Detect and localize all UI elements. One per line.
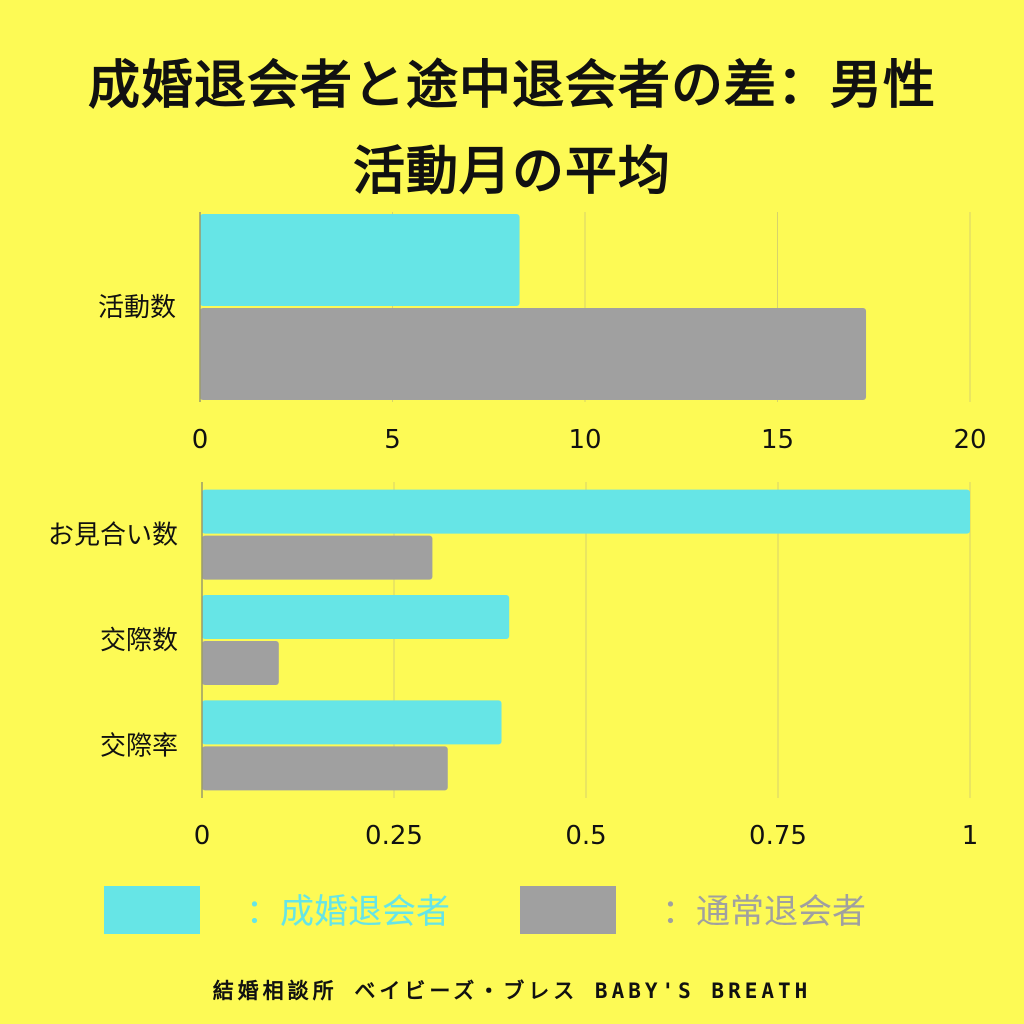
bar-normal	[200, 308, 867, 400]
x-tick-label: 1	[962, 821, 979, 851]
legend-label-normal: ：通常退会者	[662, 892, 866, 932]
chart-subtitle: 活動月の平均	[352, 142, 671, 202]
x-tick-label: 20	[953, 425, 986, 455]
x-tick-label: 0.75	[749, 821, 807, 851]
bar-normal	[202, 746, 448, 791]
x-tick-label: 15	[761, 425, 794, 455]
x-tick-label: 0.5	[565, 821, 606, 851]
legend-swatch-married	[104, 886, 200, 934]
category-label: 活動数	[98, 293, 176, 323]
bar-married	[202, 700, 502, 745]
bar-normal	[202, 535, 433, 580]
category-label: お見合い数	[48, 521, 178, 551]
category-label: 交際数	[100, 626, 178, 656]
footer-credit: 結婚相談所 ベイビーズ・ブレス BABY'S BREATH	[212, 979, 812, 1003]
x-tick-label: 5	[384, 425, 401, 455]
bar-married	[200, 214, 520, 306]
x-tick-label: 10	[568, 425, 601, 455]
bar-married	[202, 489, 970, 534]
bar-normal	[202, 641, 279, 685]
category-label: 交際率	[100, 731, 178, 761]
legend-swatch-normal	[520, 886, 616, 934]
bar-married	[202, 595, 510, 639]
chart-title: 成婚退会者と途中退会者の差：男性	[87, 56, 936, 116]
x-tick-label: 0	[192, 425, 209, 455]
x-tick-label: 0	[194, 821, 211, 851]
x-tick-label: 0.25	[365, 821, 423, 851]
legend-label-married: ：成婚退会者	[246, 892, 450, 932]
